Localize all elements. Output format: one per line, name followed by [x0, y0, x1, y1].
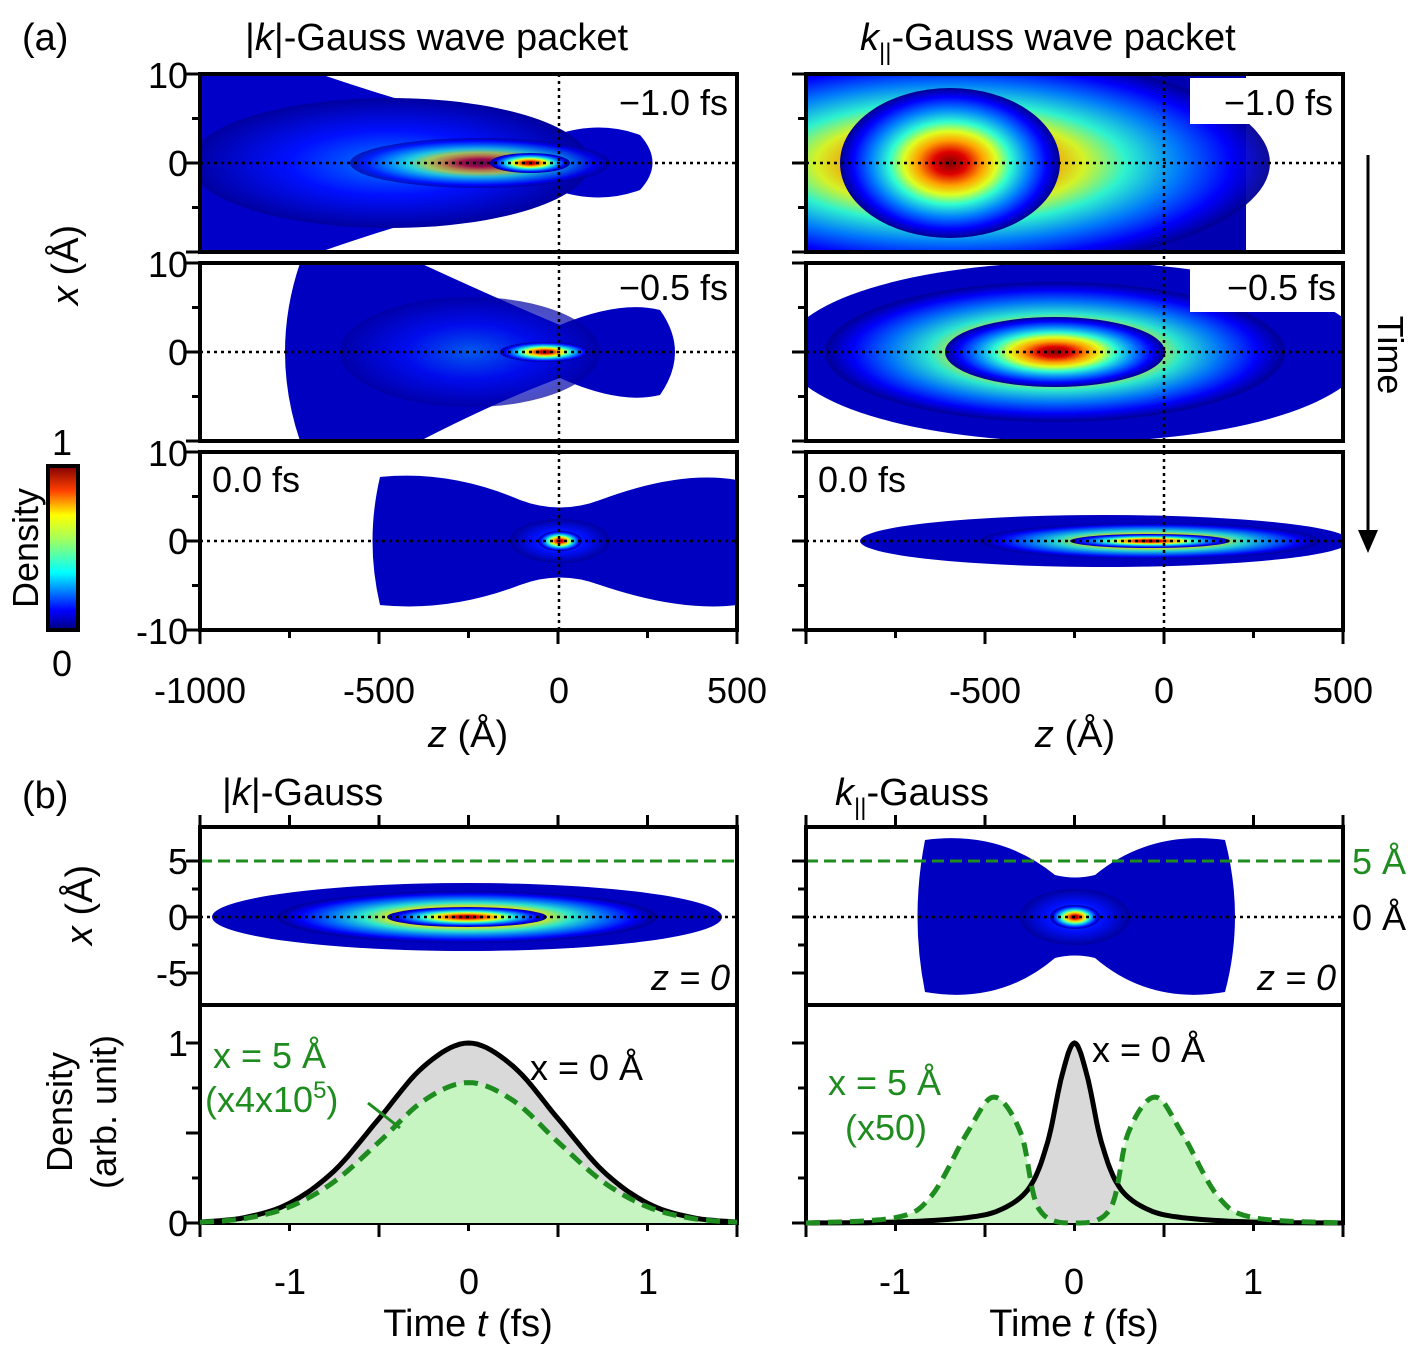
- ylabel-b-bottom-2: (arb. unit): [83, 1035, 124, 1189]
- time-arrow-label: Time: [1370, 316, 1411, 395]
- annot-left-x0: x = 0 Å: [530, 1047, 643, 1088]
- xlabel-b-left: Time t (fs): [383, 1303, 553, 1345]
- xlabel-a-right: z (Å): [1034, 712, 1115, 756]
- title-b-right: k||-Gauss: [835, 772, 989, 821]
- xtick-a-right-2: 500: [1313, 670, 1373, 711]
- ytick-a-2-zero: 0: [168, 332, 188, 373]
- xlabel-b-right: Time t (fs): [989, 1303, 1159, 1345]
- time-label-a-right-2: −0.5 fs: [1227, 267, 1336, 308]
- annot-left-pointer: [367, 1101, 401, 1130]
- axis-ticks: [186, 72, 1345, 1237]
- series-line-0: [199, 1040, 738, 1225]
- panel-label-b: (b): [22, 775, 68, 817]
- chart-b-right: [805, 1040, 1344, 1226]
- series-line-0: [806, 1040, 1343, 1226]
- ytick-b-top-5: 5: [168, 841, 188, 882]
- ytick-b-top-neg5: -5: [156, 953, 188, 994]
- xtick-a-left-2: 0: [549, 670, 569, 711]
- panel-label-a: (a): [22, 17, 68, 59]
- colorbar: [46, 464, 80, 632]
- crosshairs: [200, 74, 1343, 919]
- ytick-b-bottom-0: 0: [168, 1203, 188, 1244]
- xtick-b-right-2: 1: [1243, 1261, 1263, 1302]
- annot-right-x5: x = 5 Å: [828, 1062, 941, 1103]
- xtick-b-left-2: 1: [638, 1261, 658, 1302]
- annot-right-x0: x = 0 Å: [1092, 1029, 1205, 1070]
- time-label-a-right-1: −1.0 fs: [1224, 82, 1333, 123]
- ytick-a-1-top: 10: [148, 55, 188, 96]
- ytick-a-3-top: 10: [148, 433, 188, 474]
- xtick-a-right-0: -500: [949, 670, 1021, 711]
- ylabel-b-top: x (Å): [57, 865, 101, 947]
- map-a-right-1: [806, 74, 1270, 252]
- colorbar-label: Density: [5, 488, 46, 608]
- ytick-a-3-zero: 0: [168, 521, 188, 562]
- time-label-bg-2: [1190, 266, 1340, 312]
- ytick-b-top-0: 0: [168, 897, 188, 938]
- title-a-left: |k|-Gauss wave packet: [245, 17, 628, 59]
- xtick-b-left-0: -1: [274, 1261, 306, 1302]
- map-a-left-1: [200, 74, 653, 252]
- map-a-left-3: [372, 475, 737, 607]
- time-label-a-left-2: −0.5 fs: [619, 267, 728, 308]
- time-label-bg-1: [1190, 78, 1340, 124]
- right-label-0A: 0 Å: [1352, 897, 1406, 938]
- ylabel-a: x (Å): [43, 225, 87, 307]
- title-a-right: k||-Gauss wave packet: [860, 17, 1236, 66]
- series-area-1: [806, 1097, 1343, 1223]
- annot-left-scale: (x4x105): [205, 1077, 338, 1120]
- series-area-0: [806, 1043, 1343, 1223]
- xtick-a-right-1: 0: [1154, 670, 1174, 711]
- z-label-right: z = 0: [1256, 957, 1336, 998]
- right-label-5A: 5 Å: [1352, 841, 1406, 882]
- series-line-1: [199, 1080, 738, 1225]
- colorbar-max: 1: [52, 422, 72, 463]
- time-label-a-left-3: 0.0 fs: [212, 459, 300, 500]
- colorbar-min: 0: [52, 643, 72, 684]
- ytick-b-bottom-1: 1: [168, 1023, 188, 1064]
- map-b-right: [917, 838, 1235, 995]
- chart-b-left: [199, 1040, 738, 1225]
- series-line-1: [805, 1094, 1344, 1226]
- xtick-a-left-3: 500: [707, 670, 767, 711]
- time-label-a-right-3: 0.0 fs: [818, 459, 906, 500]
- xlabel-a-left: z (Å): [427, 712, 508, 756]
- xtick-b-right-1: 0: [1064, 1261, 1084, 1302]
- ylabel-b-bottom-1: Density: [39, 1052, 80, 1172]
- xtick-b-left-1: 0: [459, 1261, 479, 1302]
- annot-left-x5: x = 5 Å: [213, 1035, 326, 1076]
- xtick-b-right-0: -1: [879, 1261, 911, 1302]
- ytick-a-1-zero: 0: [168, 143, 188, 184]
- series-area-1: [200, 1082, 737, 1223]
- xtick-a-left-0: -1000: [154, 670, 246, 711]
- time-label-a-left-1: −1.0 fs: [619, 82, 728, 123]
- ytick-a-2-top: 10: [148, 244, 188, 285]
- z-label-left: z = 0: [650, 957, 730, 998]
- title-b-left: |k|-Gauss: [222, 772, 383, 814]
- annot-right-scale: (x50): [845, 1107, 927, 1148]
- time-arrow-head: [1358, 530, 1378, 553]
- ytick-a-3-bottom: -10: [136, 611, 188, 652]
- xtick-a-left-1: -500: [343, 670, 415, 711]
